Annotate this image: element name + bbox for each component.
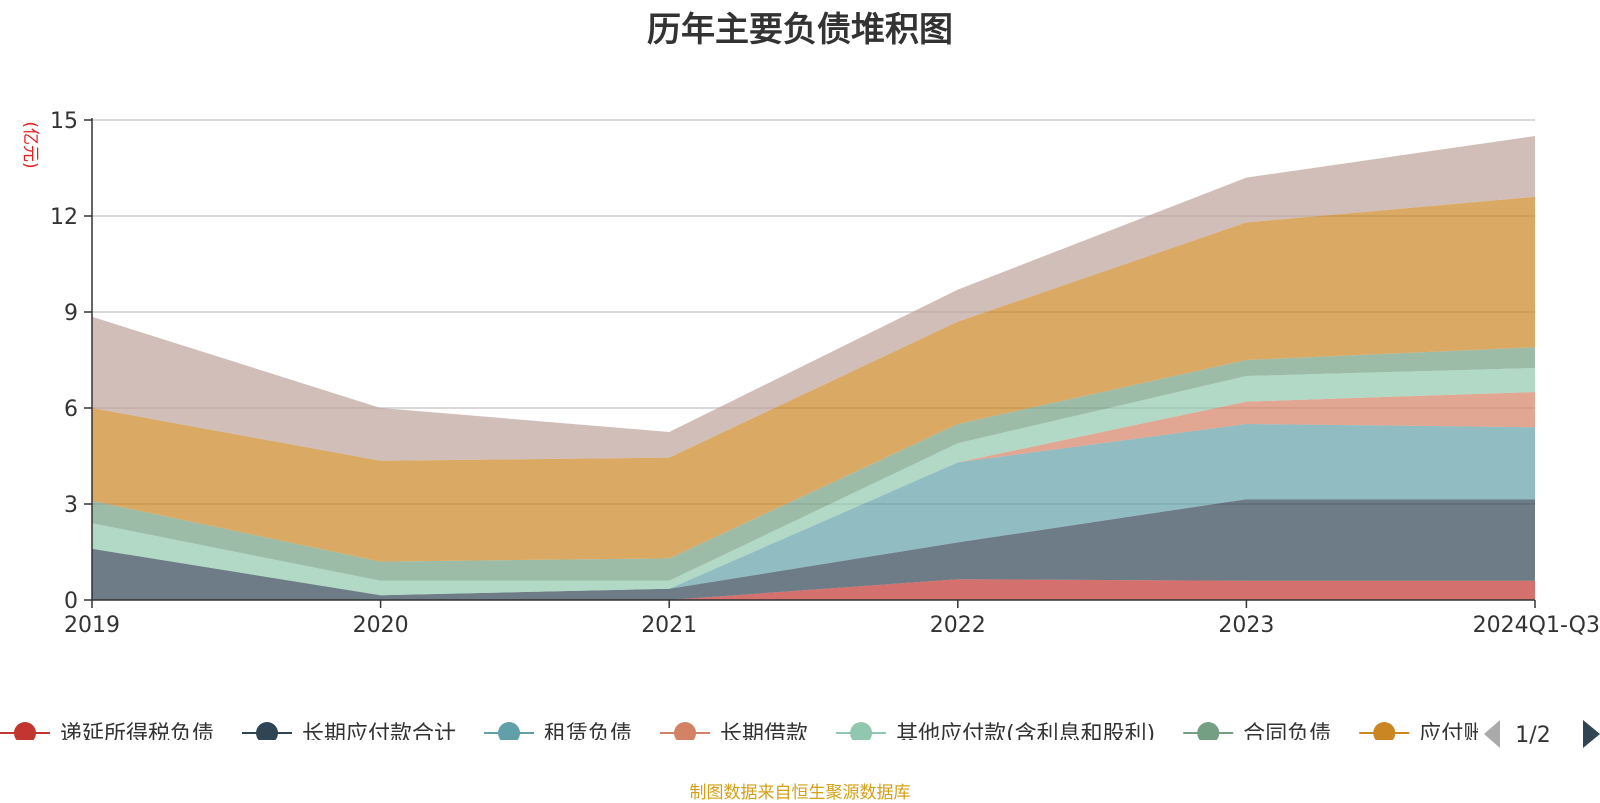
legend-marker xyxy=(256,722,279,740)
x-tick-label: 2021 xyxy=(641,613,697,638)
y-axis-unit-label: (亿元) xyxy=(20,121,40,168)
legend-label: 合同负债 xyxy=(1243,722,1331,747)
legend-item-1[interactable]: 长期应付款合计 xyxy=(242,722,456,747)
legend-item-2[interactable]: 租赁负债 xyxy=(484,722,632,747)
legend-marker xyxy=(498,722,521,740)
legend-label: 应付账款 xyxy=(1419,722,1507,747)
x-tick-label: 2022 xyxy=(930,613,986,638)
legend-marker xyxy=(674,722,697,740)
legend-item-4[interactable]: 其他应付款(含利息和股利) xyxy=(836,722,1155,747)
data-source-note: 制图数据来自恒生聚源数据库 xyxy=(689,783,911,803)
legend-label: 长期借款 xyxy=(720,722,808,747)
area-series-0 xyxy=(92,579,1535,600)
area-series-1 xyxy=(92,499,1535,600)
area-series-4 xyxy=(92,368,1535,596)
area-series-3 xyxy=(92,392,1535,596)
legend-item-6[interactable]: 应付账款 xyxy=(1359,722,1507,747)
area-series-6 xyxy=(92,196,1535,562)
legend-prev-page-icon[interactable] xyxy=(1484,720,1500,748)
legend-label: 租赁负债 xyxy=(544,722,632,747)
area-series-2 xyxy=(92,424,1535,596)
legend-label: 长期应付款合计 xyxy=(302,722,456,747)
legend-next-page-icon[interactable] xyxy=(1583,720,1600,748)
legend-item-3[interactable]: 长期借款 xyxy=(660,722,808,747)
y-tick-label: 9 xyxy=(64,301,78,326)
legend-label: 其他应付款(含利息和股利) xyxy=(896,722,1155,747)
x-tick-label: 2019 xyxy=(64,613,120,638)
y-tick-label: 6 xyxy=(64,397,78,422)
legend-marker xyxy=(14,722,36,740)
y-tick-label: 12 xyxy=(50,205,78,230)
x-tick-label: 2023 xyxy=(1218,613,1274,638)
legend-label: 递延所得税负债 xyxy=(60,722,214,747)
legend-item-0[interactable]: 递延所得税负债 xyxy=(0,722,214,747)
y-tick-label: 3 xyxy=(64,493,78,518)
y-tick-label: 15 xyxy=(50,109,78,134)
chart-title: 历年主要负债堆积图 xyxy=(647,10,953,50)
legend-marker xyxy=(850,722,873,740)
legend: 递延所得税负债 长期应付款合计 租赁负债 长期借款 其他应付款(含利息和股利) 合同负债 应… xyxy=(0,720,1600,748)
legend-marker xyxy=(1197,722,1220,740)
axes: 0 3 6 9 12 15 2019 2020 2021 2022 2023 2024Q1-Q3 (亿元… xyxy=(20,109,1600,638)
y-tick-label: 0 xyxy=(64,589,78,614)
legend-item-5[interactable]: 合同负债 xyxy=(1183,722,1331,747)
area-series-5 xyxy=(92,347,1535,581)
x-tick-label: 2024Q1-Q3 xyxy=(1473,613,1600,638)
legend-marker xyxy=(1373,722,1396,740)
legend-page-indicator: 1/2 xyxy=(1515,723,1550,748)
area-series-7 xyxy=(92,136,1535,461)
legend-items: 递延所得税负债 长期应付款合计 租赁负债 长期借款 其他应付款(含利息和股利) 合同负债 应… xyxy=(0,722,1507,747)
area-series xyxy=(92,136,1535,600)
x-tick-label: 2020 xyxy=(353,613,409,638)
